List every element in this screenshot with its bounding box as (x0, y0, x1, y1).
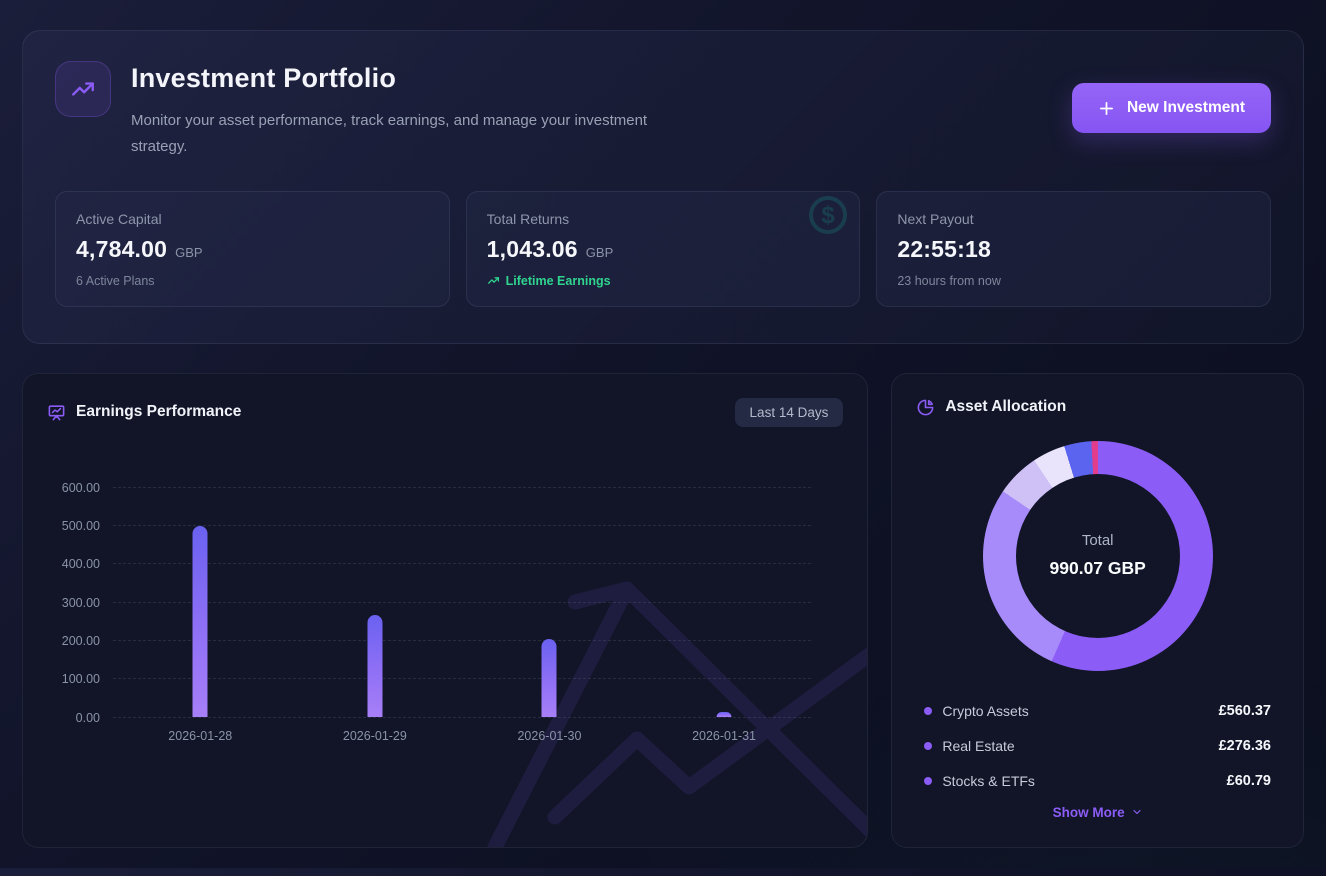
legend-dot (924, 776, 933, 785)
grid-line: 400.00 (62, 557, 812, 571)
legend-label: Stocks & ETFs (942, 772, 1035, 789)
y-axis-tick-label: 500.00 (61, 518, 100, 533)
allocation-panel-title: Asset Allocation (945, 398, 1067, 415)
legend-dot (924, 706, 933, 715)
next-payout-card: Next Payout 22:55:18 23 hours from now (876, 190, 1271, 307)
active-capital-card: Active Capital 4,784.00 GBP 6 Active Pla… (55, 190, 450, 307)
show-more-button[interactable]: Show More (1053, 805, 1143, 820)
x-axis-tick-label: 2026-01-31 (692, 728, 757, 743)
x-axis-tick-label: 2026-01-28 (168, 728, 233, 743)
legend-label: Real Estate (942, 737, 1015, 754)
legend-label: Crypto Assets (942, 702, 1029, 719)
stat-subtext: 6 Active Plans (76, 273, 155, 288)
y-axis-tick-label: 200.00 (61, 633, 100, 648)
donut-center-value: 990.07 GBP (1049, 558, 1146, 578)
donut-center-label: Total (1081, 532, 1114, 549)
stat-currency: GBP (175, 244, 203, 260)
stat-value: 1,043.06 (486, 235, 578, 262)
bar (367, 614, 383, 717)
range-badge[interactable]: Last 14 Days (734, 397, 844, 427)
earnings-performance-panel: Earnings Performance Last 14 Days 600.00… (22, 372, 869, 848)
legend-value: £60.79 (1226, 772, 1271, 789)
y-axis-tick-label: 400.00 (61, 557, 100, 572)
new-investment-label: New Investment (1126, 99, 1245, 116)
chevron-down-icon (1131, 806, 1143, 818)
x-axis-tick-label: 2026-01-30 (517, 728, 582, 743)
page-subtitle: Monitor your asset performance, track ea… (131, 112, 648, 156)
grid-line: 500.00 (62, 519, 812, 533)
y-axis-tick-label: 100.00 (61, 672, 100, 687)
y-axis-tick-label: 600.00 (61, 480, 100, 495)
grid-line: 300.00 (62, 596, 812, 610)
bar (716, 711, 732, 717)
stat-currency: GBP (585, 244, 614, 260)
plus-icon (1098, 100, 1115, 117)
grid-line: 0.00 (76, 711, 812, 725)
asset-allocation-panel: Asset Allocation Total 990.07 GBP Crypto… (891, 372, 1304, 848)
trend-up-icon (487, 274, 500, 287)
y-axis-tick-label: 0.00 (75, 710, 100, 725)
page-title: Investment Portfolio (131, 63, 397, 93)
allocation-legend: Crypto Assets £560.37 Real Estate £276.3… (916, 697, 1279, 795)
legend-row: Real Estate £276.36 (922, 732, 1273, 760)
bar (541, 638, 557, 717)
earnings-panel-title: Earnings Performance (76, 403, 242, 420)
grid-line: 600.00 (62, 481, 812, 495)
stat-label: Active Capital (76, 210, 162, 227)
legend-row: Stocks & ETFs £60.79 (922, 767, 1273, 795)
legend-row: Crypto Assets £560.37 (922, 697, 1273, 725)
legend-value: £276.36 (1218, 737, 1271, 754)
new-investment-button[interactable]: New Investment (1071, 83, 1271, 133)
total-returns-card: $ Total Returns 1,043.06 GBP Lifetime Ea… (465, 190, 861, 307)
stat-subtext: Lifetime Earnings (487, 274, 840, 288)
portfolio-header-card: Investment Portfolio Monitor your asset … (22, 30, 1304, 344)
trend-watermark-decoration (487, 581, 868, 847)
legend-dot (924, 741, 933, 750)
stat-label: Total Returns (486, 210, 570, 227)
trending-up-icon (55, 61, 111, 117)
stat-value: 22:55:18 (897, 235, 991, 262)
grid-line: 100.00 (62, 672, 812, 686)
stat-label: Next Payout (897, 210, 974, 227)
grid-line: 200.00 (62, 634, 812, 648)
bar (192, 525, 208, 717)
allocation-donut-chart: Total 990.07 GBP (982, 440, 1213, 671)
presentation-chart-icon (47, 403, 66, 422)
x-axis-tick-label: 2026-01-29 (342, 728, 407, 743)
pie-chart-icon (916, 398, 935, 417)
stat-value: 4,784.00 (76, 235, 168, 262)
earnings-bar-chart: 600.00 500.00 400.00 300.00 200.00 100.00 0.00… (47, 469, 843, 769)
stats-row: Active Capital 4,784.00 GBP 6 Active Pla… (55, 190, 1271, 307)
stat-subtext: 23 hours from now (897, 273, 1001, 288)
legend-value: £560.37 (1218, 702, 1271, 719)
y-axis-tick-label: 300.00 (61, 595, 100, 610)
